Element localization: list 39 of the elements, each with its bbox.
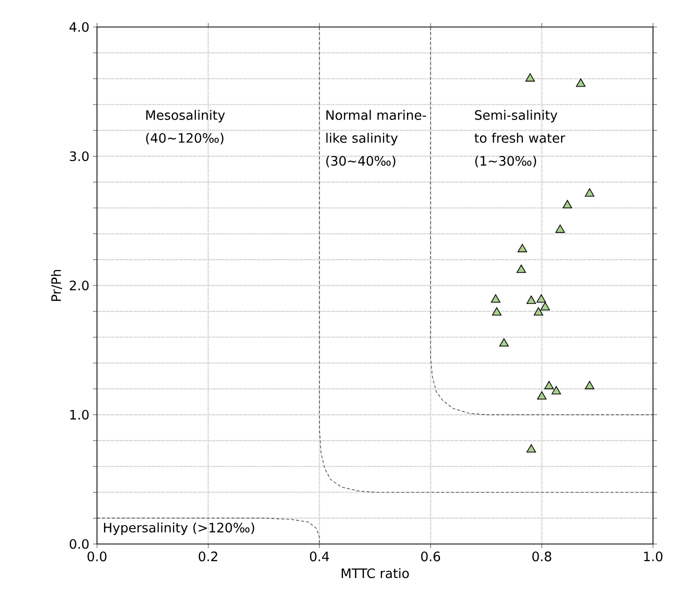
- x-tick-label: 0.0: [88, 552, 106, 562]
- y-axis-title: Pr/Ph: [50, 270, 62, 301]
- x-axis-title: MTTC ratio: [342, 568, 409, 578]
- y-tick-label: 2.0: [70, 280, 89, 290]
- y-tick-label: 3.0: [70, 151, 89, 162]
- point: [516, 264, 526, 273]
- point: [526, 296, 536, 304]
- y-tick-label: 1.0: [70, 410, 89, 420]
- point: [490, 294, 500, 303]
- x-tick-label: 0.6: [421, 552, 440, 562]
- point: [544, 380, 554, 390]
- y-tick-label: 0.0: [70, 539, 89, 549]
- point: [576, 78, 586, 87]
- point: [492, 307, 502, 316]
- point: [526, 444, 536, 453]
- annotation: Mesosalinity (40~120‰): [146, 110, 225, 144]
- point: [555, 224, 565, 233]
- line-series: [96, 518, 320, 544]
- point: [525, 73, 535, 82]
- point: [536, 294, 546, 303]
- annotation: Hypersalinity (>120‰): [104, 522, 254, 536]
- line-series: [319, 26, 654, 493]
- point: [584, 188, 594, 197]
- point: [584, 380, 594, 390]
- point: [499, 338, 509, 347]
- x-tick-label: 0.8: [532, 552, 552, 562]
- point: [518, 244, 528, 252]
- y-tick-label: 4.0: [70, 22, 89, 32]
- point: [537, 391, 547, 400]
- point: [534, 307, 544, 316]
- annotation: Semi-salinity to fresh water (1~30‰): [474, 110, 566, 168]
- x-tick-label: 0.2: [198, 552, 218, 562]
- point: [562, 200, 572, 208]
- x-tick-label: 0.4: [310, 552, 329, 562]
- x-tick-label: 1.0: [644, 552, 662, 562]
- point: [540, 302, 550, 310]
- line-series: [430, 26, 654, 416]
- annotation: Normal marine-like salinity (30~40‰): [326, 110, 426, 168]
- point: [552, 386, 561, 394]
